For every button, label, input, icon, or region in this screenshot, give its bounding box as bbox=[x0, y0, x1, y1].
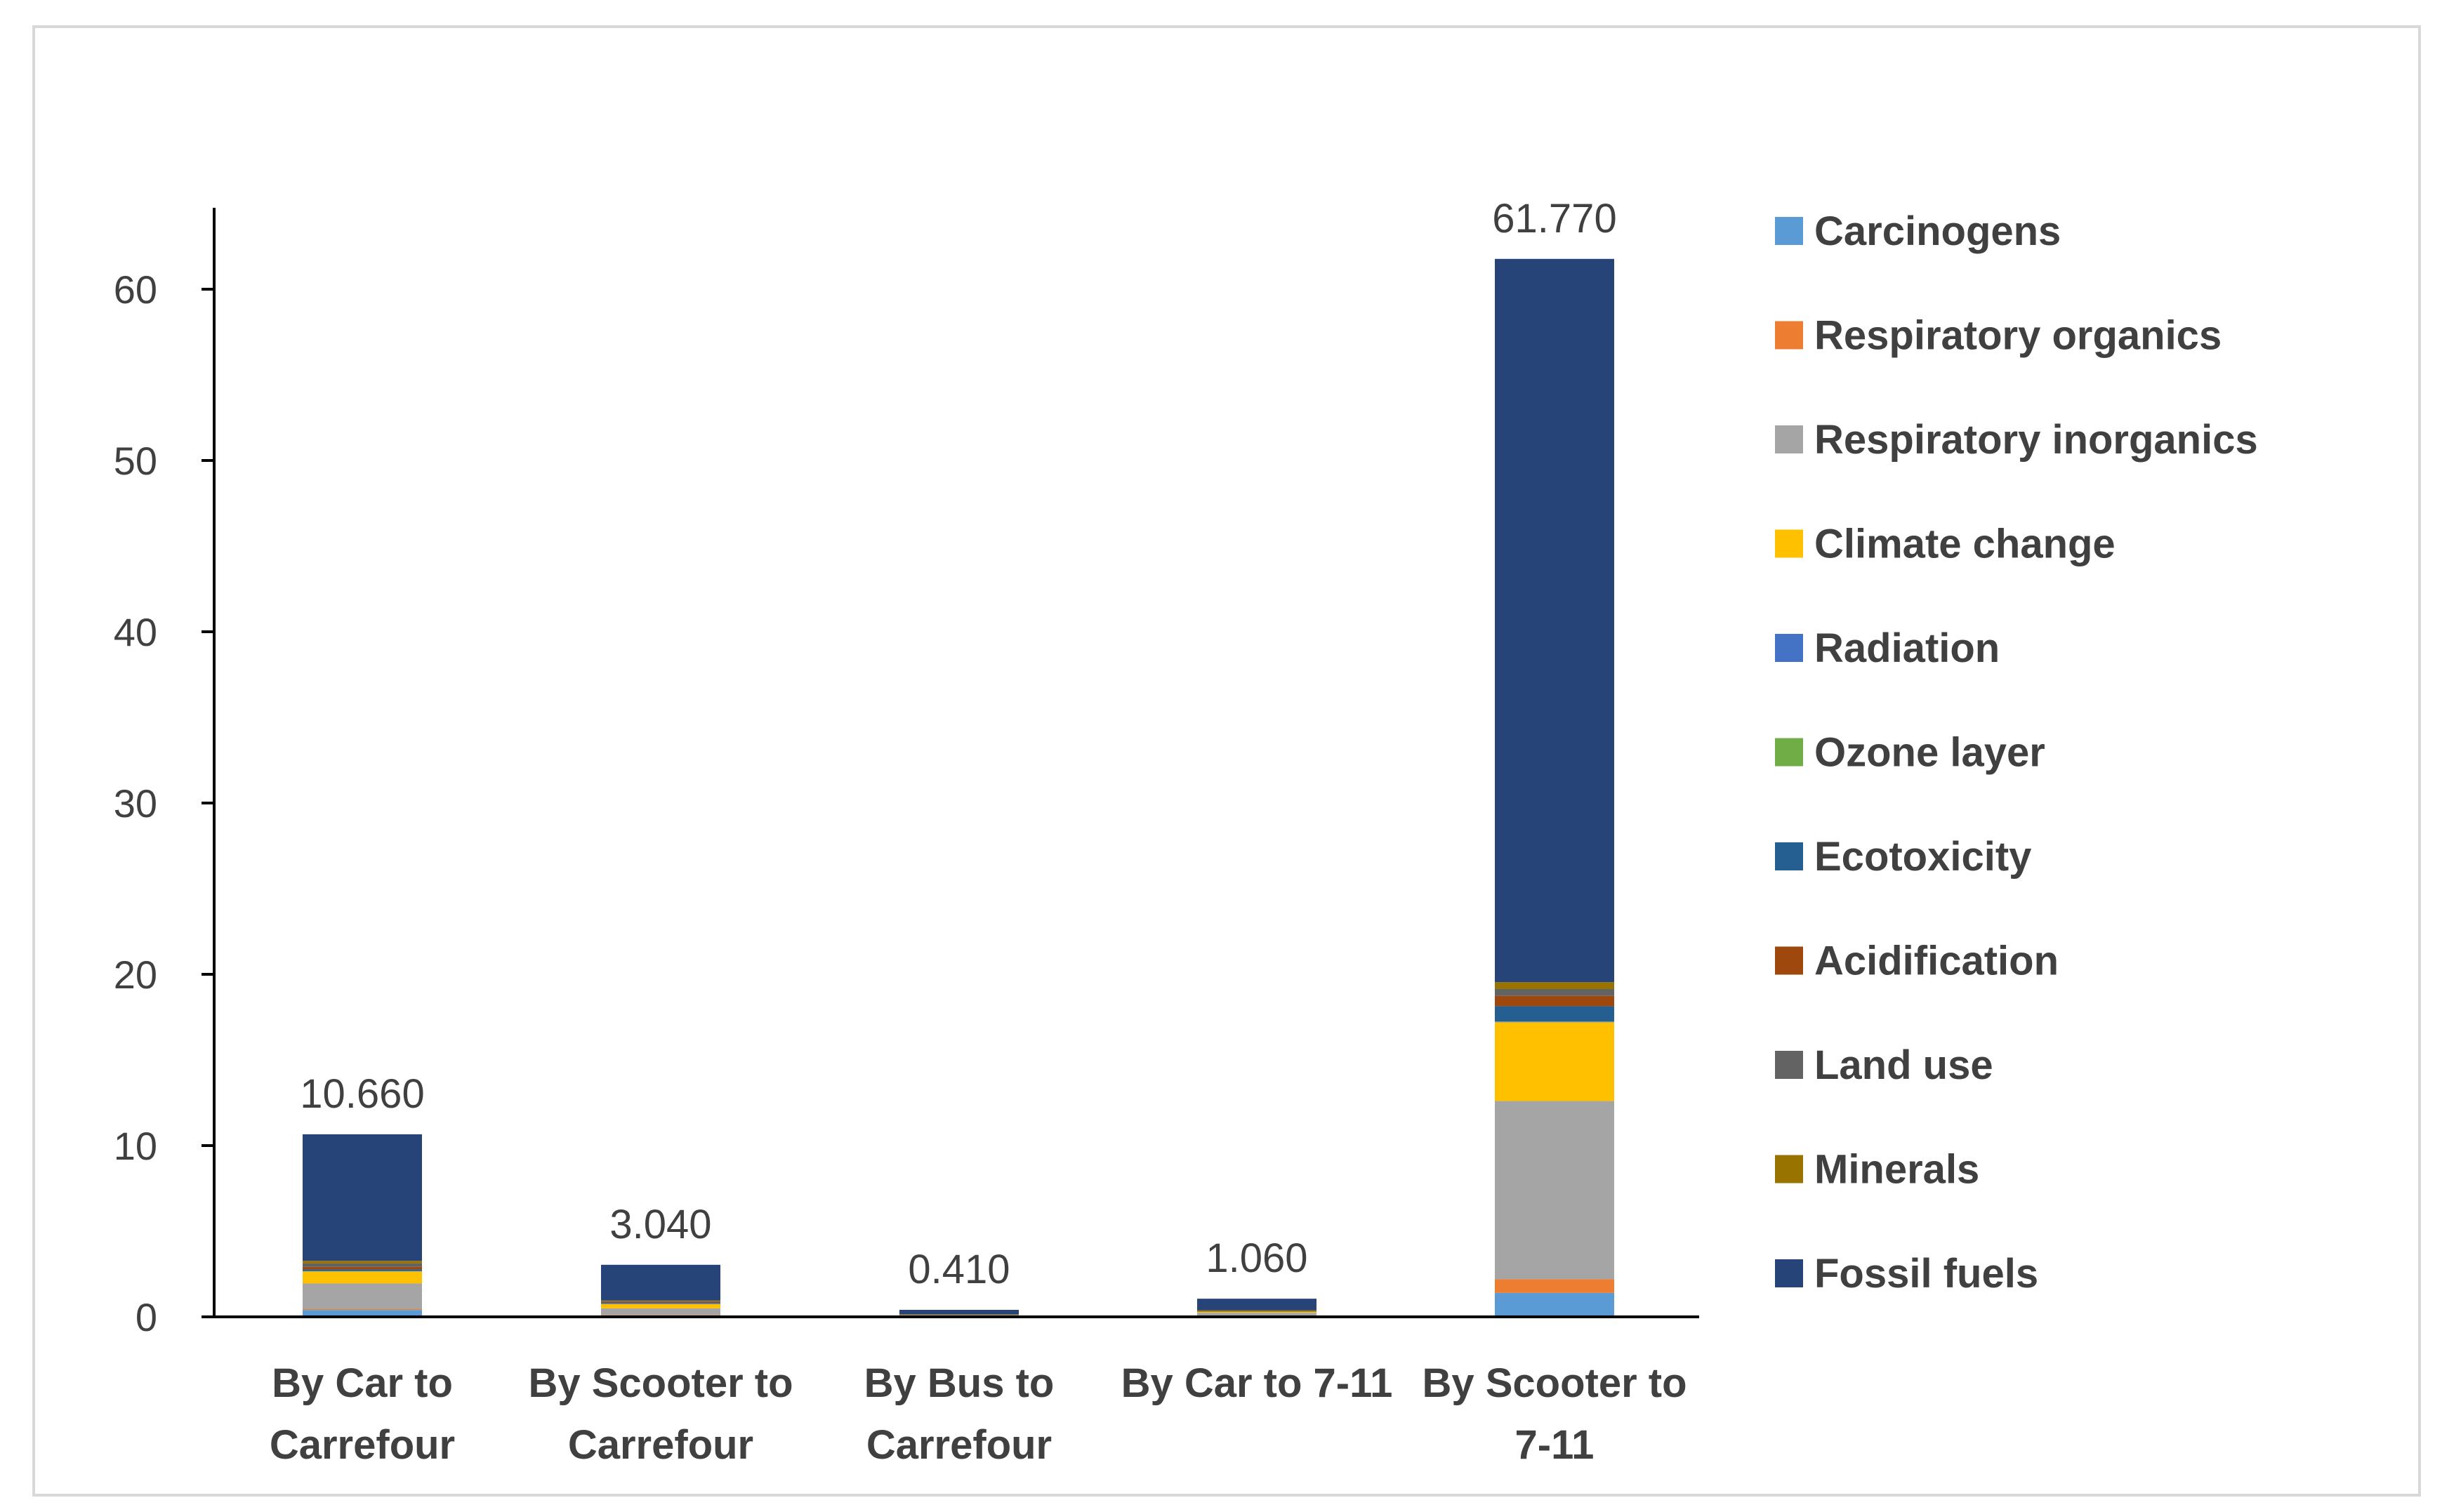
bar-segment bbox=[303, 1283, 422, 1310]
legend-swatch bbox=[1775, 425, 1803, 453]
x-category-label: By Car to 7-11 bbox=[1121, 1360, 1393, 1406]
x-category-label: By Bus to bbox=[864, 1360, 1055, 1406]
bar-segment bbox=[1495, 1101, 1614, 1280]
legend-label: Carcinogens bbox=[1814, 208, 2061, 254]
bar-segment bbox=[899, 1309, 1019, 1315]
bar-segment bbox=[303, 1269, 422, 1271]
legend-label: Radiation bbox=[1814, 625, 2000, 671]
y-tick-label: 0 bbox=[136, 1295, 157, 1339]
total-data-label: 10.660 bbox=[300, 1071, 424, 1117]
bar-segment bbox=[1495, 1279, 1614, 1293]
bar-segment bbox=[601, 1304, 720, 1308]
x-category-label: Carrefour bbox=[568, 1422, 753, 1468]
bar-segment bbox=[1495, 1022, 1614, 1101]
x-category-label: Carrefour bbox=[866, 1422, 1052, 1468]
legend-label: Climate change bbox=[1814, 522, 2116, 567]
y-axis: 0 10 20 30 40 50 60 bbox=[114, 208, 216, 1339]
y-tick-label: 30 bbox=[114, 781, 157, 825]
bar-segment bbox=[1197, 1313, 1316, 1317]
legend: Carcinogens Respiratory organics Respirato… bbox=[1775, 208, 2258, 1297]
x-axis: By Car to Carrefour By Scooter to Carrefour… bbox=[202, 1315, 1699, 1468]
y-tick-label: 40 bbox=[114, 610, 157, 654]
bar-segment bbox=[601, 1264, 720, 1301]
bar-segment bbox=[601, 1301, 720, 1303]
bar-segment bbox=[1495, 1006, 1614, 1022]
chart-frame bbox=[32, 25, 2421, 1497]
total-data-label: 61.770 bbox=[1492, 196, 1616, 241]
bars-group bbox=[303, 258, 1614, 1317]
legend-swatch bbox=[1775, 634, 1803, 662]
bar-segment bbox=[303, 1266, 422, 1270]
x-category-label: By Car to bbox=[272, 1360, 453, 1406]
legend-swatch bbox=[1775, 529, 1803, 558]
bar-segment bbox=[1495, 995, 1614, 1007]
legend-label: Respiratory inorganics bbox=[1814, 417, 2258, 463]
legend-label: Respiratory organics bbox=[1814, 313, 2222, 359]
bar-segment bbox=[1197, 1299, 1316, 1311]
bar-segment bbox=[303, 1310, 422, 1317]
legend-swatch bbox=[1775, 738, 1803, 767]
bar-segment bbox=[601, 1308, 720, 1315]
legend-label: Ozone layer bbox=[1814, 730, 2045, 776]
legend-label: Acidification bbox=[1814, 939, 2059, 984]
bar-segment bbox=[303, 1309, 422, 1311]
legend-swatch bbox=[1775, 1155, 1803, 1183]
bar-segment bbox=[601, 1303, 720, 1304]
bar-segment bbox=[1197, 1311, 1316, 1313]
legend-swatch bbox=[1775, 1051, 1803, 1079]
x-category-label: 7-11 bbox=[1515, 1422, 1595, 1468]
legend-label: Land use bbox=[1814, 1042, 1993, 1088]
bar-segment bbox=[1495, 982, 1614, 989]
y-tick-label: 10 bbox=[114, 1124, 157, 1168]
total-data-label: 3.040 bbox=[609, 1202, 711, 1247]
legend-label: Minerals bbox=[1814, 1147, 1979, 1193]
legend-label: Fossil fuels bbox=[1814, 1251, 2038, 1297]
y-tick-label: 20 bbox=[114, 953, 157, 997]
bar-segment bbox=[1495, 1292, 1614, 1317]
bar-segment bbox=[303, 1261, 422, 1264]
y-tick-label: 60 bbox=[114, 267, 157, 312]
legend-label: Ecotoxicity bbox=[1814, 834, 2031, 880]
bar-segment bbox=[303, 1263, 422, 1267]
bar-segment bbox=[601, 1302, 720, 1304]
legend-swatch bbox=[1775, 946, 1803, 975]
total-data-label: 0.410 bbox=[908, 1247, 1010, 1292]
legend-swatch bbox=[1775, 842, 1803, 870]
bar-segment bbox=[899, 1315, 1019, 1316]
y-tick-label: 50 bbox=[114, 439, 157, 483]
bar-segment bbox=[1495, 988, 1614, 996]
x-category-label: By Scooter to bbox=[528, 1360, 793, 1406]
total-data-label: 1.060 bbox=[1206, 1235, 1307, 1281]
bar-segment bbox=[1495, 258, 1614, 983]
bar-segment bbox=[303, 1271, 422, 1284]
total-labels: 10.660 3.040 0.410 1.060 61.770 bbox=[300, 196, 1616, 1292]
legend-swatch bbox=[1775, 1259, 1803, 1287]
x-category-label: Carrefour bbox=[270, 1422, 455, 1468]
x-category-label: By Scooter to bbox=[1422, 1360, 1687, 1406]
legend-swatch bbox=[1775, 321, 1803, 350]
legend-swatch bbox=[1775, 217, 1803, 245]
bar-segment bbox=[303, 1134, 422, 1261]
